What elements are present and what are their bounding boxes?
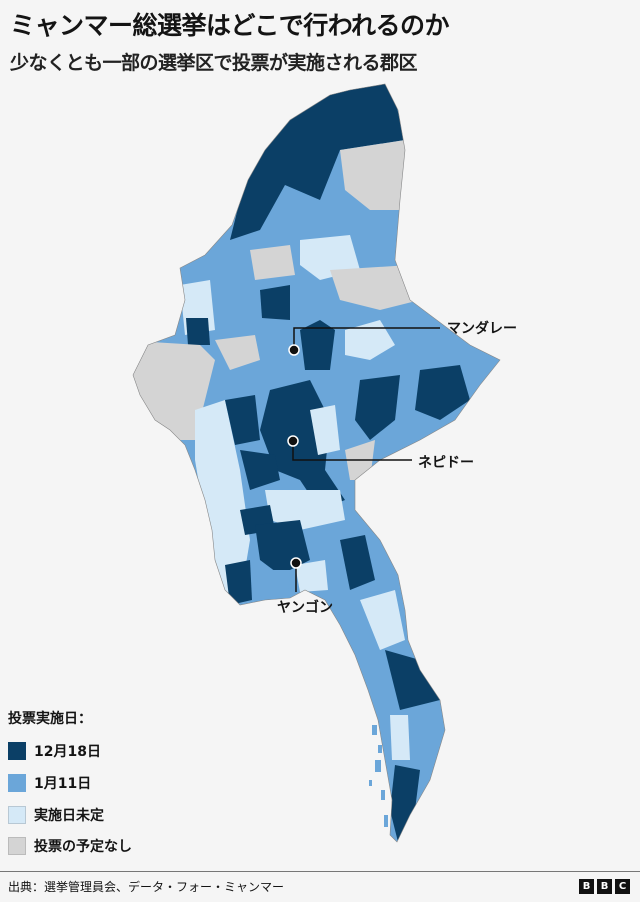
region-dec18 xyxy=(240,450,280,490)
region-jan11 xyxy=(255,570,290,600)
legend-label: 1月11日 xyxy=(34,776,92,792)
region-dec18 xyxy=(230,84,405,240)
region-dec18 xyxy=(385,650,440,710)
region-undetermined xyxy=(300,235,360,280)
yangon-marker xyxy=(290,557,302,592)
legend-title: 投票実施日： xyxy=(8,711,92,727)
legend-label: 投票の予定なし xyxy=(34,839,132,855)
footer-divider xyxy=(0,871,640,872)
country-outline xyxy=(132,83,501,843)
region-dec18 xyxy=(260,285,290,320)
region-dec18 xyxy=(225,395,260,445)
region-undetermined xyxy=(310,405,340,455)
legend-item-dec18: 12月18日 xyxy=(8,741,101,761)
city-label-yangon: ヤンゴン xyxy=(277,600,333,616)
legend-swatch xyxy=(8,742,26,760)
source-note: 出典：選挙管理員会、データ・フォー・ミャンマー xyxy=(8,880,285,894)
legend-label: 12月18日 xyxy=(34,744,101,760)
region-dec18 xyxy=(355,375,400,440)
legend-label: 実施日未定 xyxy=(34,808,104,824)
region-undetermined xyxy=(360,590,405,650)
region-dec18 xyxy=(186,318,210,345)
region-dec18 xyxy=(415,365,470,420)
region-undetermined xyxy=(265,490,345,530)
legend-swatch xyxy=(8,806,26,824)
region-none xyxy=(330,265,420,310)
region-dec18 xyxy=(390,765,420,842)
mandalay-marker xyxy=(288,327,440,356)
legend-swatch xyxy=(8,837,26,855)
region-none xyxy=(250,245,295,280)
region-undetermined xyxy=(345,320,395,360)
legend-item-undetermined: 実施日未定 xyxy=(8,805,104,825)
legend-item-jan11: 1月11日 xyxy=(8,773,91,793)
region-none xyxy=(133,340,215,440)
page-subtitle: 少なくとも一部の選挙区で投票が実施される郡区 xyxy=(10,52,418,74)
legend-item-none: 投票の予定なし xyxy=(8,836,132,856)
region-undetermined xyxy=(390,715,410,760)
naypyidaw-marker xyxy=(287,435,412,461)
islands xyxy=(369,725,388,827)
region-none xyxy=(340,140,405,210)
legend-swatch xyxy=(8,774,26,792)
region-dec18 xyxy=(225,560,252,605)
page-title: ミャンマー総選挙はどこで行われるのか xyxy=(10,11,450,40)
region-undetermined xyxy=(295,560,328,592)
city-label-naypyidaw: ネピドー xyxy=(418,455,474,471)
city-label-mandalay: マンダレー xyxy=(447,321,517,337)
region-dec18 xyxy=(300,320,335,370)
region-none xyxy=(215,335,260,370)
region-dec18 xyxy=(340,535,375,590)
